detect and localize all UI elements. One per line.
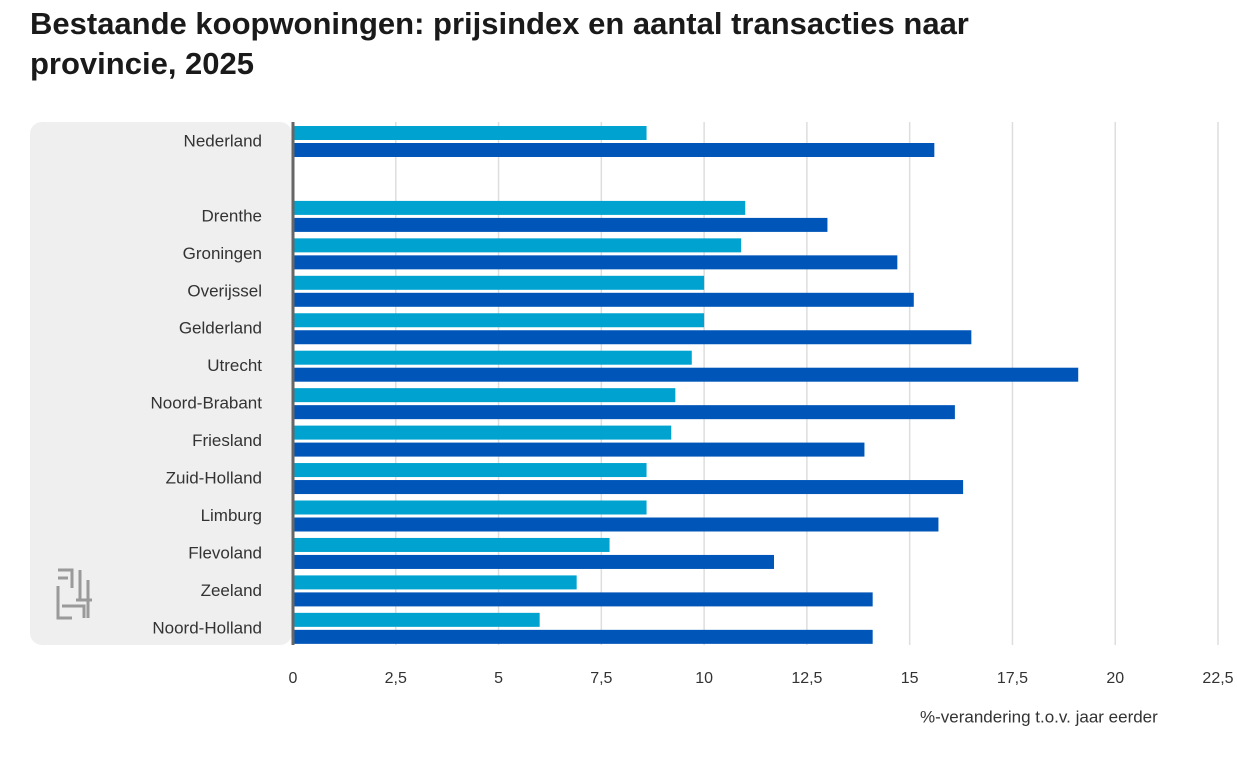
bar xyxy=(293,292,914,307)
bar xyxy=(293,629,873,644)
x-tick-label: 15 xyxy=(901,670,919,687)
y-tick-label: Noord-Holland xyxy=(152,618,262,637)
y-tick-label: Flevoland xyxy=(188,543,262,562)
bar xyxy=(293,255,898,270)
bar xyxy=(293,275,705,290)
bar xyxy=(293,313,705,328)
bar xyxy=(293,537,610,552)
bar xyxy=(293,480,964,495)
bar xyxy=(293,367,1079,382)
bar xyxy=(293,126,647,140)
bar xyxy=(293,425,672,440)
x-tick-label: 5 xyxy=(494,670,503,687)
bar xyxy=(293,463,647,478)
x-tick-label: 7,5 xyxy=(590,670,612,687)
x-tick-label: 17,5 xyxy=(997,670,1028,687)
y-tick-label: Friesland xyxy=(192,431,262,450)
x-tick-label: 0 xyxy=(289,670,298,687)
y-tick-label: Zuid-Holland xyxy=(166,469,262,488)
x-tick-label: 2,5 xyxy=(385,670,407,687)
bar xyxy=(293,517,939,532)
x-axis-label: %-verandering t.o.v. jaar eerder xyxy=(920,707,1158,726)
y-tick-label: Zeeland xyxy=(201,581,262,600)
bar xyxy=(293,217,828,232)
y-tick-label: Overijssel xyxy=(187,281,262,300)
bar xyxy=(293,575,577,590)
x-tick-label: 12,5 xyxy=(791,670,822,687)
y-tick-label: Drenthe xyxy=(202,206,262,225)
bar xyxy=(293,592,873,607)
bar xyxy=(293,350,692,365)
y-tick-label: Utrecht xyxy=(207,356,262,375)
y-tick-label: Groningen xyxy=(183,244,262,263)
y-tick-label: Nederland xyxy=(184,131,262,150)
label-panel xyxy=(30,122,292,645)
bar xyxy=(293,500,647,515)
y-tick-label: Limburg xyxy=(201,506,262,525)
x-tick-label: 10 xyxy=(695,670,713,687)
bar xyxy=(293,442,865,457)
bar xyxy=(293,554,774,569)
y-tick-label: Gelderland xyxy=(179,319,262,338)
y-tick-label: Noord-Brabant xyxy=(150,394,262,413)
bar xyxy=(293,405,955,420)
bar xyxy=(293,200,746,215)
x-tick-label: 20 xyxy=(1106,670,1124,687)
bar xyxy=(293,238,742,253)
logo xyxy=(56,568,92,620)
x-tick-label: 22,5 xyxy=(1202,670,1233,687)
bar xyxy=(293,143,935,157)
bar xyxy=(293,388,676,403)
bar xyxy=(293,612,540,627)
bar xyxy=(293,330,972,345)
chart-title: Bestaande koopwoningen: prijsindex en aa… xyxy=(30,6,969,81)
